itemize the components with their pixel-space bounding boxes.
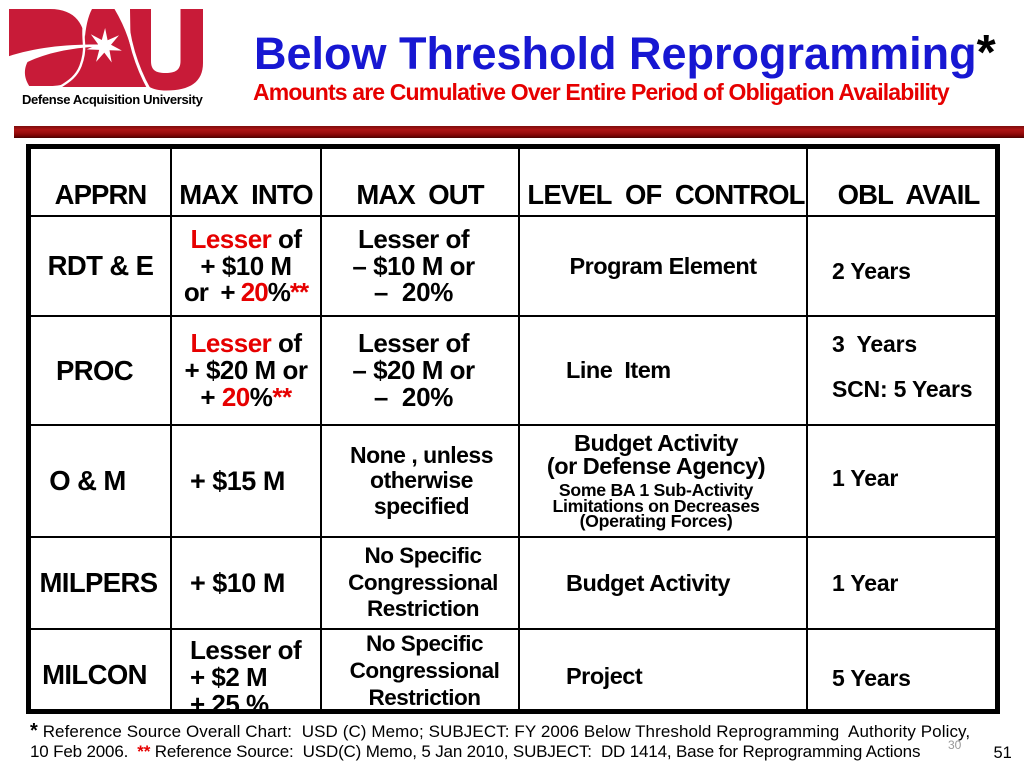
svg-text:Defense Acquisition University: Defense Acquisition University xyxy=(22,92,204,107)
